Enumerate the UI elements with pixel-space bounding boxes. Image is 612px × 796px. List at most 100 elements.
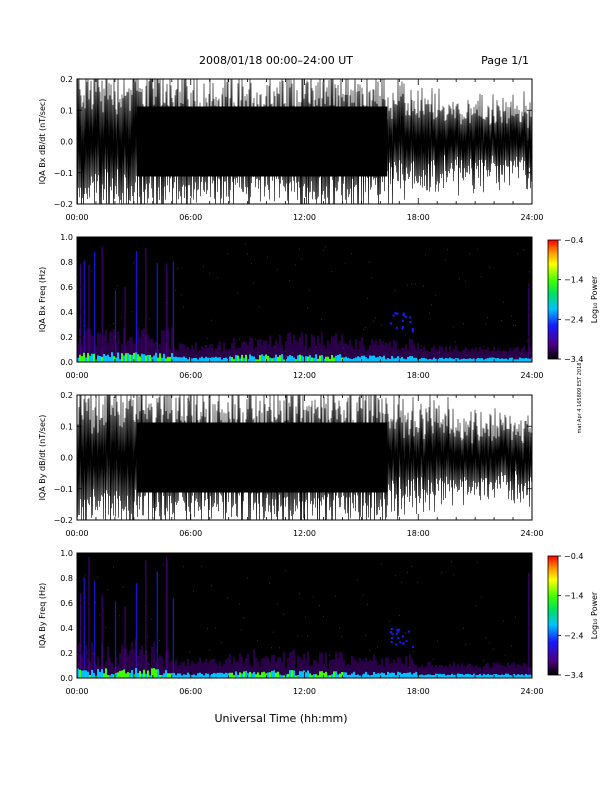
spectrogram-band <box>367 358 369 362</box>
spectrogram-band <box>271 655 273 671</box>
spectrogram-patch <box>390 640 393 643</box>
spectrogram-band <box>357 356 359 362</box>
spectrogram-spike <box>156 262 158 362</box>
spectrogram-band <box>137 672 139 678</box>
spectrogram-band <box>97 669 99 678</box>
spectrogram-speck <box>511 315 512 317</box>
spectrogram-band <box>527 666 529 675</box>
spectrogram-band <box>155 342 157 353</box>
spectrogram-band <box>175 675 177 678</box>
spectrogram-band <box>257 359 259 362</box>
spectrogram-band <box>301 659 303 672</box>
spectrogram-speck <box>489 642 490 644</box>
spectrogram-speck <box>259 306 260 308</box>
spectrogram-band <box>153 668 155 678</box>
spectrogram-spike <box>135 583 137 678</box>
spectrogram-band <box>267 355 269 362</box>
spectrogram-band <box>481 349 483 359</box>
spectrogram-band <box>463 665 465 675</box>
spectrogram-band <box>261 672 263 678</box>
spectrogram-band <box>229 653 231 673</box>
spectrogram-band <box>249 671 251 678</box>
spectrogram-band <box>183 344 185 357</box>
spectrogram-band <box>91 353 93 362</box>
spectrogram-band <box>257 661 259 673</box>
spectrogram-speck <box>373 320 374 322</box>
spectrogram-band <box>235 348 237 355</box>
spectrogram-band <box>221 359 223 362</box>
spectrogram-band <box>167 649 169 674</box>
spectrogram-band <box>135 668 137 678</box>
spectrogram-band <box>321 332 323 356</box>
spectrogram-band <box>131 670 133 678</box>
spectrogram-patch <box>402 635 405 638</box>
y-tick-label: 1.0 <box>60 549 73 558</box>
spectrogram-band <box>467 673 469 678</box>
spectrogram-band <box>511 357 513 362</box>
spectrogram-speck <box>189 651 190 653</box>
spectrogram-band <box>305 333 307 357</box>
spectrogram-speck <box>437 640 438 642</box>
spectrogram-band <box>319 671 321 678</box>
spectrogram-speck <box>243 342 244 344</box>
spectrogram-band <box>85 357 87 362</box>
spectrogram-speck <box>201 355 202 357</box>
spectrogram-band <box>387 671 389 678</box>
x-tick-label: 06:00 <box>179 687 202 696</box>
spectrogram-speck <box>441 572 442 574</box>
y-tick-label: 0.2 <box>60 75 73 84</box>
spectrogram-band <box>191 674 193 678</box>
spectrogram-band <box>471 358 473 362</box>
x-tick-label: 18:00 <box>407 529 430 538</box>
spectrogram-band <box>201 356 203 362</box>
spectrogram-band <box>207 663 209 674</box>
spectrogram-band <box>487 673 489 678</box>
spectrogram-band <box>421 674 423 678</box>
colorbar-tick-label: −0.4 <box>564 552 583 561</box>
spectrogram-band <box>141 673 143 678</box>
spectrogram-speck <box>325 246 326 248</box>
spectrogram-band <box>347 357 349 362</box>
x-axis-label: Universal Time (hh:mm) <box>215 712 348 725</box>
spectrogram-band <box>485 358 487 362</box>
spectrogram-patch <box>409 320 412 323</box>
spectrogram-band <box>141 353 143 362</box>
spectrogram-band <box>221 672 223 678</box>
y-tick-label: −0.2 <box>54 200 73 209</box>
spectrogram-band <box>449 675 451 678</box>
spectrogram-band <box>77 343 79 358</box>
spectrogram-band <box>469 358 471 362</box>
spectrogram-band <box>477 357 479 362</box>
spectrogram-band <box>415 357 417 362</box>
spectrogram-band <box>327 668 329 676</box>
spectrogram-band <box>447 667 449 675</box>
spectrogram-speck <box>305 616 306 618</box>
spectrogram-band <box>507 351 509 360</box>
spectrogram-band <box>281 675 283 678</box>
spectrogram-speck <box>483 345 484 347</box>
spectrogram-band <box>451 358 453 362</box>
spectrogram-band <box>437 666 439 674</box>
spectrogram-band <box>361 660 363 675</box>
spectrogram-band <box>239 347 241 359</box>
spectrogram-band <box>303 670 305 678</box>
spectrogram-band <box>373 671 375 678</box>
spectrogram-band <box>213 350 215 358</box>
spectrogram-band <box>307 651 309 671</box>
spectrogram-band <box>309 355 311 362</box>
spectrogram-band <box>109 356 111 362</box>
spectrogram-speck <box>151 618 152 620</box>
spectrogram-spike <box>79 263 82 362</box>
spectrogram-band <box>369 675 371 678</box>
spectrogram-band <box>277 671 279 678</box>
x-tick-label: 06:00 <box>179 529 202 538</box>
spectrogram-speck <box>339 627 340 629</box>
spectrogram-band <box>515 675 517 678</box>
spectrogram-speck <box>313 596 314 598</box>
spectrogram-speck <box>389 620 390 622</box>
spectrogram-speck <box>357 579 358 581</box>
spectrogram-band <box>233 359 235 362</box>
spectrogram-band <box>333 357 335 362</box>
spectrogram-band <box>189 357 191 362</box>
spectrogram-band <box>243 671 245 678</box>
